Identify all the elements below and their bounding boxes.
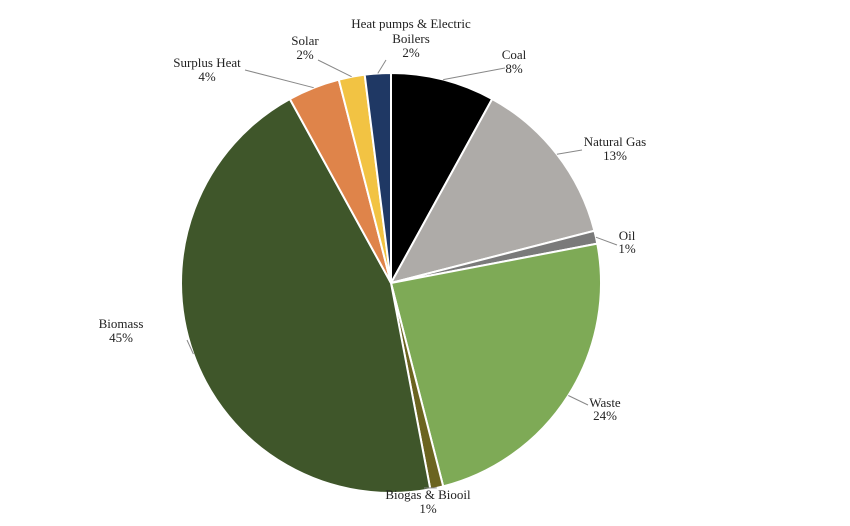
label-natural-gas-name: Natural Gas — [584, 134, 646, 149]
label-biogas-value: 1% — [419, 501, 437, 516]
label-oil-value: 1% — [618, 241, 636, 256]
leader-line-8 — [377, 59, 387, 74]
leader-line-5 — [186, 339, 194, 355]
label-surplus-heat-name: Surplus Heat — [173, 55, 241, 70]
label-solar-name: Solar — [291, 33, 319, 48]
slice-heat-pumps-electric-boilers — [363, 71, 392, 284]
label-waste-value: 24% — [593, 408, 617, 423]
slice-coal — [390, 71, 494, 284]
leader-line-2 — [595, 236, 618, 246]
leader-line-7 — [317, 59, 352, 78]
label-coal-value: 8% — [505, 61, 523, 76]
slice-biomass — [180, 97, 432, 494]
leader-line-3 — [568, 395, 589, 406]
slice-waste — [389, 242, 602, 488]
slice-natural-gas — [389, 97, 596, 285]
leader-line-0 — [443, 67, 506, 81]
label-oil-name: Oil — [619, 228, 636, 243]
label-heat-pumps-name-line1: Heat pumps & Electric — [351, 16, 471, 31]
leader-line-6 — [244, 69, 314, 89]
label-natural-gas-value: 13% — [603, 148, 627, 163]
label-coal-name: Coal — [502, 47, 527, 62]
leader-lines — [186, 59, 618, 489]
label-heat-pumps-value: 2% — [402, 45, 420, 60]
leader-line-1 — [556, 149, 583, 155]
pie-slices — [180, 71, 602, 494]
label-heat-pumps-name-line2: Boilers — [392, 31, 430, 46]
label-waste-name: Waste — [589, 395, 621, 410]
label-biogas-name: Biogas & Biooil — [385, 487, 471, 502]
label-surplus-heat-value: 4% — [198, 69, 216, 84]
label-biomass-name: Biomass — [99, 316, 144, 331]
label-biomass-value: 45% — [109, 330, 133, 345]
label-solar-value: 2% — [296, 47, 314, 62]
